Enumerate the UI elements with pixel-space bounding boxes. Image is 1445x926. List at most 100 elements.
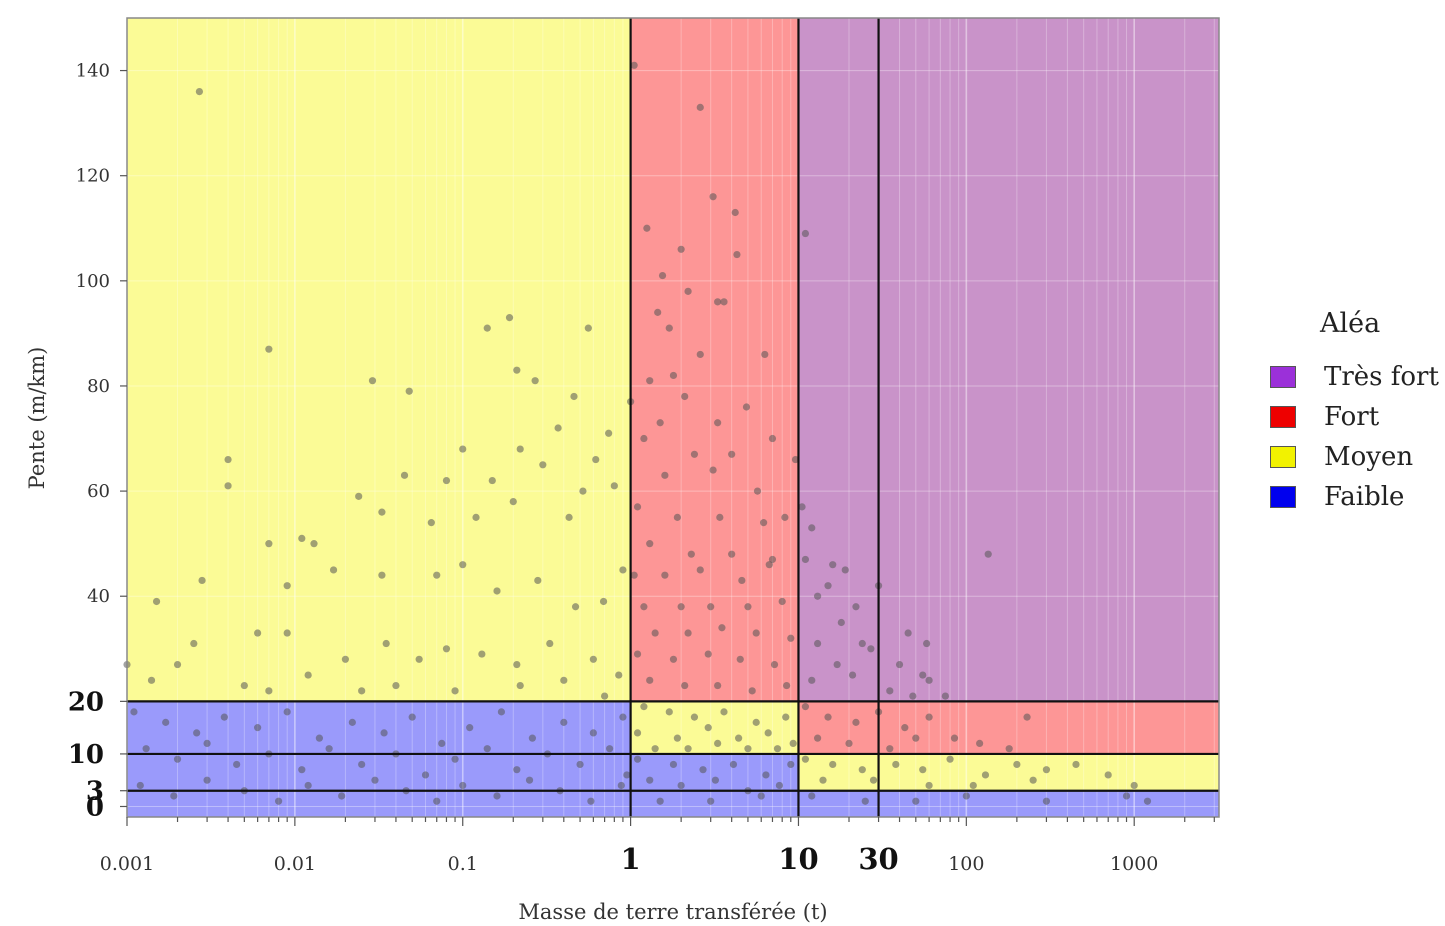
y-tick-label: 0 (86, 792, 104, 822)
data-point (173, 755, 182, 763)
data-point (640, 434, 648, 443)
data-point (681, 681, 689, 690)
data-point (254, 724, 262, 732)
data-point (1023, 713, 1031, 721)
data-point (684, 745, 692, 753)
data-point (599, 597, 608, 606)
legend-label: Faible (1324, 482, 1405, 512)
zone-moyen (798, 753, 1219, 791)
data-point (901, 724, 909, 732)
data-point (265, 540, 273, 548)
data-point (773, 745, 782, 753)
data-point (673, 734, 681, 742)
data-point (718, 624, 726, 632)
y-tick-label: 10 (68, 740, 104, 770)
data-point (1029, 776, 1037, 784)
y-tick-label: 140 (76, 61, 110, 82)
data-point (801, 703, 810, 711)
data-point (554, 424, 562, 432)
data-point (801, 555, 810, 564)
x-tick-label: 100 (948, 853, 984, 875)
data-point (170, 792, 178, 800)
data-point (560, 718, 568, 726)
data-point (233, 760, 241, 769)
data-point (1072, 760, 1080, 769)
data-point (892, 760, 900, 769)
data-point (744, 603, 752, 611)
data-point (791, 455, 800, 464)
data-point (224, 482, 232, 490)
data-point (684, 629, 692, 637)
data-point (525, 776, 534, 784)
data-point (265, 345, 273, 353)
data-point (801, 755, 810, 763)
data-point (646, 776, 654, 784)
x-tick-label: 1 (621, 842, 641, 876)
y-tick-label: 3 (86, 777, 104, 807)
data-point (677, 781, 685, 790)
data-point (801, 229, 810, 238)
data-point (619, 713, 627, 721)
data-point (919, 671, 927, 679)
data-point (619, 566, 627, 574)
data-point (442, 645, 451, 653)
data-point (714, 739, 722, 748)
data-point (478, 650, 486, 658)
data-point (858, 766, 866, 774)
y-tick-label: 80 (87, 376, 110, 397)
data-point (600, 692, 609, 700)
data-point (656, 797, 664, 805)
data-point (193, 729, 201, 737)
x-tick-label: 10 (778, 842, 818, 876)
data-point (768, 434, 777, 443)
data-point (886, 745, 894, 753)
data-point (808, 676, 816, 684)
data-point (845, 739, 853, 748)
data-point (808, 792, 816, 800)
data-point (265, 687, 273, 695)
data-point (762, 771, 770, 779)
data-point (833, 660, 841, 669)
y-tick-label: 20 (68, 687, 104, 717)
data-point (696, 566, 704, 574)
data-point (584, 324, 592, 332)
data-point (707, 797, 715, 805)
data-point (646, 377, 654, 385)
data-point (190, 639, 198, 648)
data-point (760, 519, 768, 527)
data-point (368, 377, 377, 385)
data-point (912, 797, 920, 805)
data-point (768, 555, 777, 564)
data-point (778, 597, 786, 606)
data-point (684, 287, 692, 295)
data-point (304, 671, 312, 679)
data-point (433, 797, 441, 805)
data-point (220, 713, 228, 721)
data-point (147, 676, 156, 684)
data-point (513, 766, 521, 774)
data-point (904, 629, 912, 637)
x-axis-title: Masse de terre transférée (t) (518, 900, 827, 924)
data-point (852, 603, 860, 611)
data-point (325, 745, 333, 753)
y-axis-title: Pente (m/km) (25, 347, 49, 490)
x-tick-label: 0.001 (100, 853, 154, 875)
data-point (415, 655, 423, 663)
data-point (709, 193, 717, 201)
data-point (714, 419, 722, 427)
legend-swatch (1270, 406, 1296, 428)
data-point (348, 718, 356, 726)
data-point (787, 634, 795, 642)
data-point (400, 471, 409, 479)
data-point (466, 724, 474, 732)
data-point (704, 724, 712, 732)
data-point (310, 540, 318, 548)
data-point (472, 513, 480, 521)
data-point (673, 513, 681, 521)
data-point (665, 708, 673, 716)
data-point (681, 392, 689, 401)
data-point (696, 350, 704, 359)
data-point (173, 660, 182, 669)
data-point (677, 245, 685, 253)
data-point (837, 618, 845, 627)
